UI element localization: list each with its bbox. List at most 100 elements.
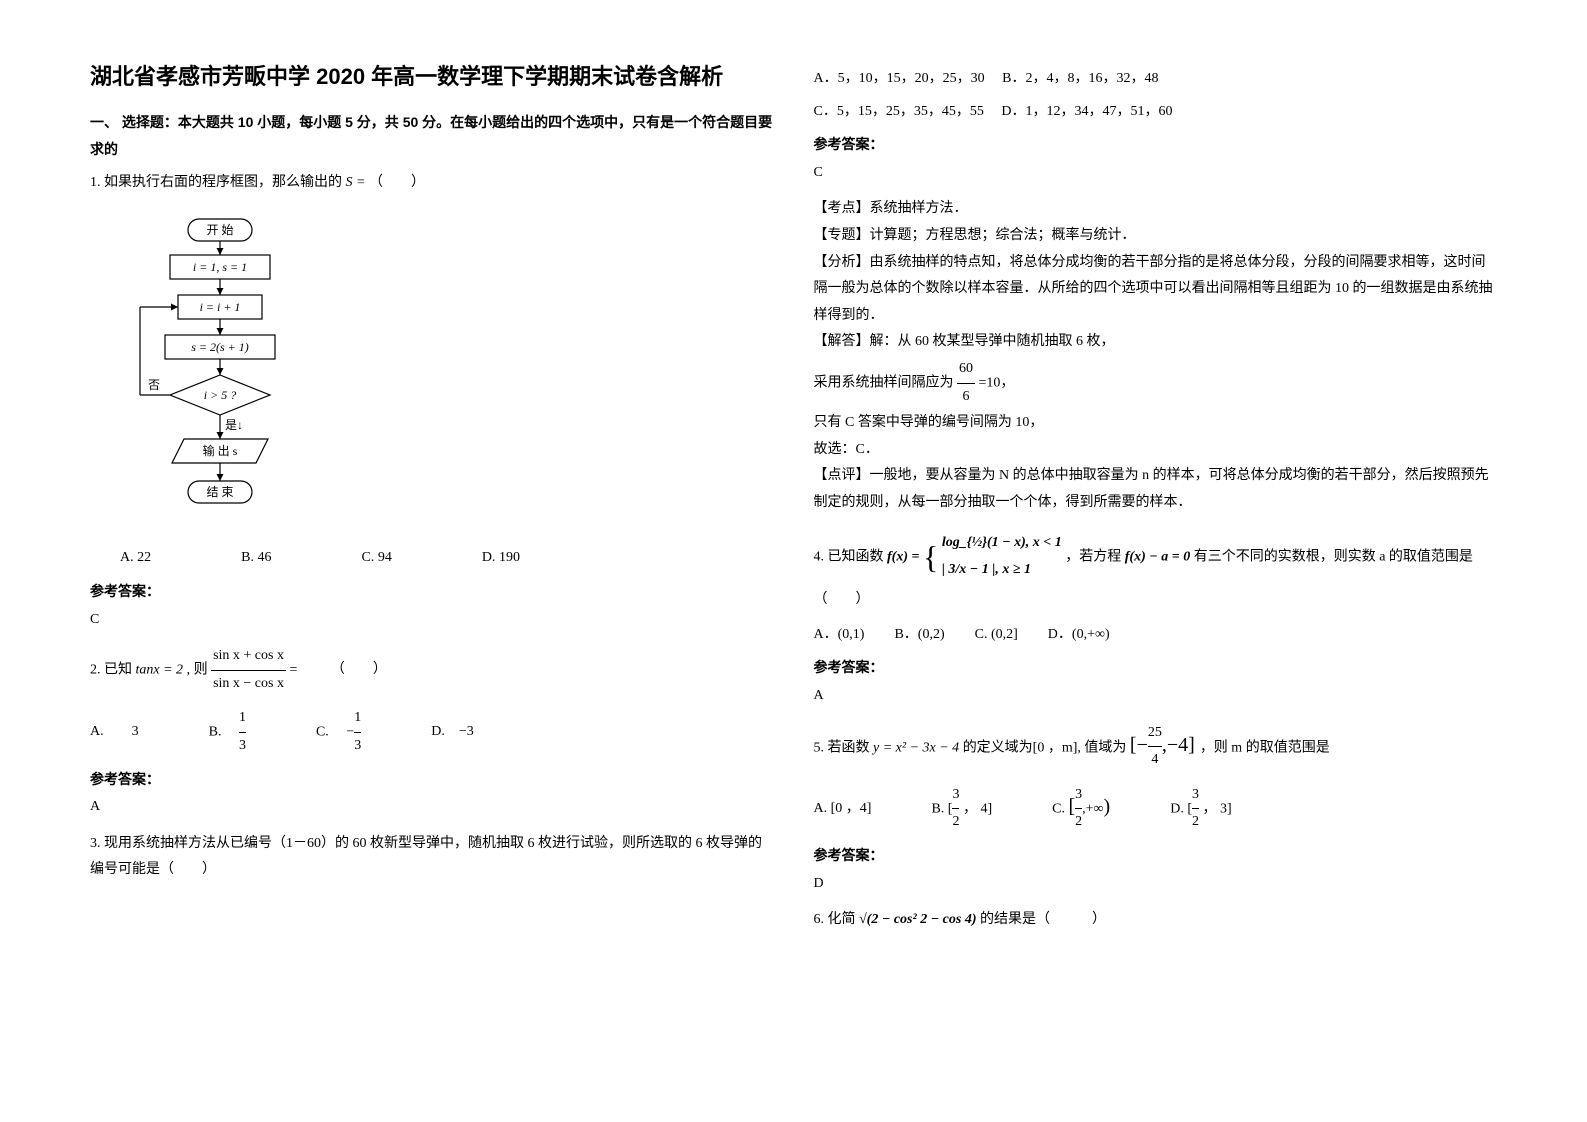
q3-jd4: 故选：C． [814,437,1498,464]
q5-answer: D [814,871,1498,898]
q5-prefix: 5. 若函数 [814,740,870,755]
q4-case2: | 3/x − 1 |, x ≥ 1 [942,557,1062,584]
q5-D-h: 3 [1220,801,1227,816]
q3-optA-val: 5，10，15，20，25，30 [838,71,985,86]
q3-options-row1: A．5，10，15，20，25，30 B．2，4，8，16，32，48 [814,66,1498,93]
q1-optA-val: 22 [137,550,151,565]
q3-jd2-den: 6 [957,384,975,411]
q4-optD: D．(0,+∞) [1048,622,1110,649]
q2-num: sin x + cos x [211,643,286,671]
q5-suffix: ，则 m 的取值范围是 [1200,740,1330,755]
q6-expr: √(2 − cos² 2 − cos 4) [859,912,977,927]
q3-answer: C [814,160,1498,187]
q3-optA: A．5，10，15，20，25，30 [814,71,985,86]
q5-range-den: 4 [1148,747,1162,774]
q4-options: A．(0,1) B．(0,2) C. (0,2] D．(0,+∞) [814,622,1498,649]
q2-suffix: （ ） [331,662,387,677]
left-column: 湖北省孝感市芳畈中学 2020 年高一数学理下学期期末试卷含解析 一、 选择题：… [90,60,774,1062]
q2-prefix: 2. 已知 [90,662,132,677]
question-5-stem: 5. 若函数 y = x² − 3x − 4 的定义域为[0 ，m], 值域为 … [814,720,1498,774]
q5-C-c: ) [1104,795,1111,817]
q1-answer-label: 参考答案： [90,578,774,605]
q1-optD: D. 190 [482,545,520,572]
question-4-stem: 4. 已知函数 f(x) = { log_{½}(1 − x), x < 1 |… [814,527,1498,614]
fc-cond: i > 5 ? [204,388,236,402]
q3-optD-val: 1，12，34，47，51，60 [1025,104,1172,119]
q3-optB-val: 2，4，8，16，32，48 [1025,71,1158,86]
q2-fraction: sin x + cos x sin x − cos x [211,643,286,697]
q5-optC: C. [32,+∞) [1052,782,1110,836]
q3-dp: 【点评】一般地，要从容量为 N 的总体中抽取容量为 n 的样本，可将总体分成均衡… [814,463,1498,516]
fc-start: 开 始 [206,223,233,237]
q5-range-frac: 254 [1148,720,1162,774]
q3-kd: 【考点】系统抽样方法． [814,196,1498,223]
q3-jd2-frac: 60 6 [957,356,975,410]
q1-optB: B. 46 [241,545,271,572]
document-title: 湖北省孝感市芳畈中学 2020 年高一数学理下学期期末试卷含解析 [90,60,774,93]
q3-jd3: 只有 C 答案中导弹的编号间隔为 10， [814,410,1498,437]
q4-prefix: 4. 已知函数 [814,549,884,564]
q4-fn: f(x) = [887,549,919,564]
fc-end: 结 束 [206,485,233,499]
q5-range-num: 25 [1148,720,1162,748]
fc-no: 否 [148,378,160,392]
q2-optA-val: 3 [132,724,139,739]
q1-optA: A. 22 [120,545,151,572]
q6-suffix: 的结果是（ ） [980,912,1106,927]
q5-optA: A. [0 ，4] [814,796,872,823]
q4-optB-val: (0,2) [918,627,945,642]
q4-eqn: f(x) − a = 0 [1125,549,1190,564]
q3-answer-label: 参考答案： [814,131,1498,158]
q1-stem-prefix: 1. 如果执行右面的程序框图，那么输出的 [90,175,342,190]
q3-jd2: 采用系统抽样间隔应为 60 6 =10， [814,356,1498,410]
q3-jd2-num: 60 [957,356,975,384]
q5-D-n: 3 [1192,782,1199,810]
q5-ro: [ [1130,734,1137,756]
q5-optA-val: [0 ，4] [831,801,872,816]
q5-range: [−254,−4] [1130,734,1200,756]
q2-den: sin x − cos x [211,671,286,698]
q1-stem-var: S = [346,175,366,190]
q4-answer-label: 参考答案： [814,654,1498,681]
q2-optC-frac: 1 3 [354,705,361,759]
q5-D-c: ] [1227,801,1232,816]
q2-given: tanx = 2 [136,662,184,677]
q1-stem-suffix: （ ） [369,175,425,190]
fc-out: 输 出 s [203,443,238,458]
fc-yes: 是↓ [225,418,243,432]
q1-answer: C [90,607,774,634]
q2-mid: , 则 [187,662,212,677]
q4-mid: ，若方程 [1065,549,1121,564]
q4-optC-val: (0,2] [991,627,1018,642]
q5-optB: B. [32 ， 4] [931,782,992,836]
q2-options: A. 3 B. 1 3 C. − 1 3 D. −3 [90,705,774,759]
q4-optA: A．(0,1) [814,622,865,649]
q2-optB: B. 1 3 [209,705,246,759]
q3-jd2-prefix: 采用系统抽样间隔应为 [814,375,958,390]
q2-optA: A. 3 [90,719,139,746]
q5-answer-label: 参考答案： [814,842,1498,869]
question-1-stem: 1. 如果执行右面的程序框图，那么输出的 S = （ ） [90,170,774,197]
q4-case1: log_{½}(1 − x), x < 1 [942,530,1062,557]
question-2-stem: 2. 已知 tanx = 2 , 则 sin x + cos x sin x −… [90,643,774,697]
q2-eq: = [289,662,300,677]
q2-optC-num: 1 [354,705,361,733]
q3-jd2-suffix: =10， [979,375,1015,390]
q2-answer-label: 参考答案： [90,766,774,793]
q2-optC-neg: − [346,725,354,740]
q1-optC: C. 94 [361,545,391,572]
q2-optB-num: 1 [239,705,246,733]
q4-optB: B．(0,2) [894,622,944,649]
q2-optC-den: 3 [354,733,361,760]
q4-brace: { [923,539,938,575]
q1-optD-val: 190 [499,550,520,565]
q2-optB-frac: 1 3 [239,705,246,759]
q2-optB-den: 3 [239,733,246,760]
q3-optC: C．5，15，25，35，45，55 [814,104,984,119]
q3-optC-val: 5，15，25，35，45，55 [837,104,984,119]
q4-cases: log_{½}(1 − x), x < 1 | 3/x − 1 |, x ≥ 1 [942,530,1062,583]
q4-piecewise: { log_{½}(1 − x), x < 1 | 3/x − 1 |, x ≥… [923,527,1062,588]
q5-B-s: ， [959,801,980,816]
q1-options: A. 22 B. 46 C. 94 D. 190 [90,545,774,572]
q5-fn: y = x² − 3x − 4 [873,740,959,755]
